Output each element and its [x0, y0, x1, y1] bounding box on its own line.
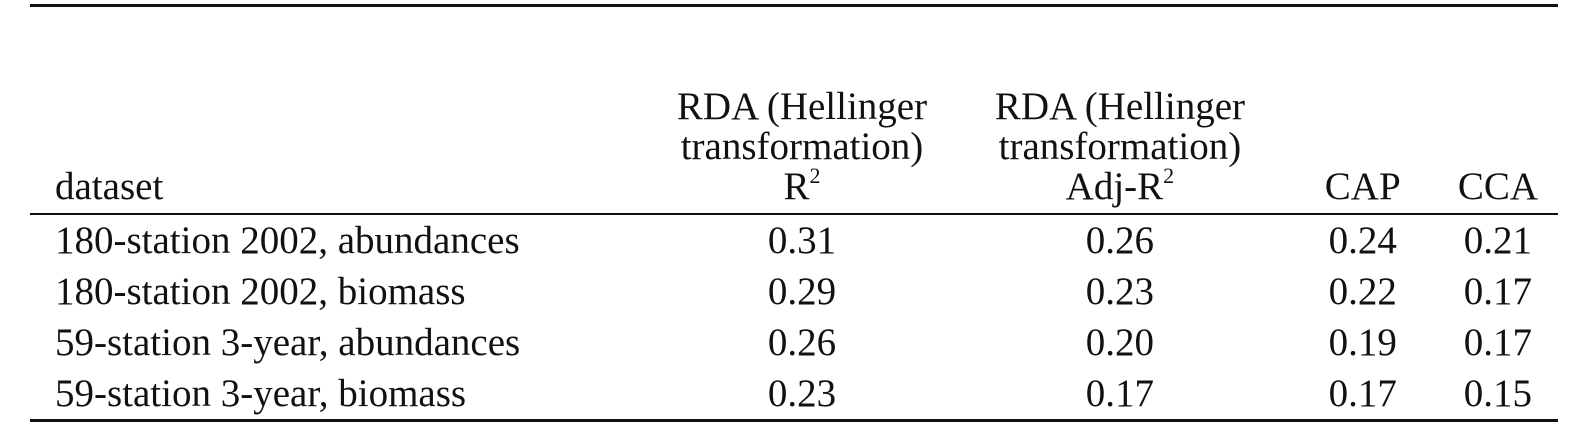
table-row: 180-station 2002, abundances 0.31 0.26 0.24…: [30, 214, 1558, 266]
value-cell: 0.17: [952, 367, 1288, 422]
value-cell: 0.20: [1085, 320, 1155, 364]
value-cell: 0.29: [767, 269, 837, 313]
value-cell: 0.19: [1328, 320, 1397, 364]
dataset-cell: 180-station 2002, biomass: [55, 269, 466, 313]
header-statistic: Adj-R: [1065, 164, 1164, 208]
header-row: dataset RDA (Hellinger transformation) R2 R…: [30, 4, 1558, 215]
header-text: RDA (Hellinger transformation): [676, 84, 928, 168]
table-row: 59-station 3-year, abundances 0.26 0.20 0.1…: [30, 317, 1558, 368]
header-superscript: 2: [809, 162, 821, 188]
value-cell: 0.26: [1085, 218, 1155, 262]
header-text-block: RDA (Hellinger transformation) Adj-R2: [970, 84, 1270, 208]
results-table: dataset RDA (Hellinger transformation) R2 R…: [30, 4, 1558, 422]
value-cell: 0.23: [1085, 269, 1155, 313]
header-text: CAP: [1324, 164, 1401, 208]
value-cell: 0.17: [1287, 367, 1438, 422]
value-cell: 0.24: [1328, 218, 1397, 262]
value-cell: 0.26: [767, 320, 837, 364]
table-row: 180-station 2002, biomass 0.29 0.23 0.22 0.1…: [30, 266, 1558, 317]
value-cell: 0.22: [1328, 269, 1397, 313]
header-text: RDA (Hellinger transformation): [994, 84, 1246, 168]
column-header: CAP: [1287, 4, 1438, 215]
table-row: 59-station 3-year, biomass 0.23 0.17 0.17 0.…: [30, 367, 1558, 422]
value-cell: 0.21: [1463, 218, 1533, 262]
column-header: dataset: [30, 4, 652, 215]
column-header: RDA (Hellinger transformation) R2: [651, 4, 953, 215]
header-text-block: dataset: [55, 164, 164, 208]
column-header: CCA: [1437, 4, 1558, 215]
header-text: CCA: [1457, 164, 1539, 208]
value-cell: 0.17: [1463, 320, 1533, 364]
header-superscript: 2: [1163, 162, 1175, 188]
table-header: dataset RDA (Hellinger transformation) R2 R…: [30, 4, 1558, 215]
value-cell: 0.31: [767, 218, 837, 262]
header-text-block: CAP: [1324, 164, 1401, 208]
header-text: dataset: [55, 164, 164, 208]
header-text-block: CCA: [1457, 164, 1539, 208]
column-header: RDA (Hellinger transformation) Adj-R2: [952, 4, 1288, 215]
dataset-cell: 59-station 3-year, biomass: [30, 367, 652, 422]
value-cell: 0.23: [651, 367, 953, 422]
table-body: 180-station 2002, abundances 0.31 0.26 0.24…: [30, 214, 1558, 422]
dataset-cell: 59-station 3-year, abundances: [55, 320, 521, 364]
value-cell: 0.17: [1463, 269, 1533, 313]
header-text-block: RDA (Hellinger transformation) R2: [652, 84, 952, 208]
header-statistic: R: [783, 164, 810, 208]
value-cell: 0.15: [1437, 367, 1558, 422]
dataset-cell: 180-station 2002, abundances: [55, 218, 520, 262]
